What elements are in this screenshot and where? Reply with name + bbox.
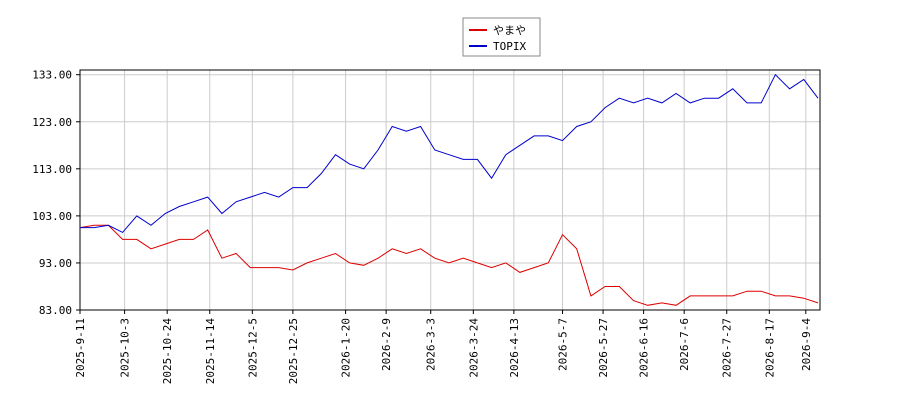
y-tick-label: 123.00	[32, 116, 72, 129]
x-tick-label: 2025-10-3	[119, 318, 132, 378]
x-tick-label: 2026-4-13	[508, 318, 521, 378]
y-tick-label: 83.00	[39, 304, 72, 317]
series-line	[80, 73, 819, 234]
y-tick-label: 133.00	[32, 69, 72, 82]
y-tick-label: 113.00	[32, 163, 72, 176]
x-tick-label: 2026-7-27	[721, 318, 734, 378]
x-tick-label: 2026-5-7	[557, 318, 570, 371]
x-tick-label: 2026-9-4	[800, 318, 813, 371]
x-tick-label: 2026-7-6	[678, 318, 691, 371]
x-tick-label: 2025-12-25	[287, 318, 300, 384]
x-tick-label: 2026-1-20	[340, 318, 353, 378]
series-line	[79, 224, 819, 306]
legend-label: やまや	[493, 24, 526, 37]
legend-box	[462, 17, 541, 57]
plot-frame	[79, 69, 821, 311]
x-tick-label: 2026-2-9	[380, 318, 393, 371]
x-tick-label: 2026-3-3	[425, 318, 438, 371]
y-tick-label: 93.00	[39, 257, 72, 270]
x-tick-label: 2025-11-14	[204, 318, 217, 385]
x-tick-label: 2025-10-24	[161, 318, 174, 385]
x-tick-label: 2026-6-16	[638, 318, 651, 378]
x-tick-label: 2025-9-11	[74, 318, 87, 378]
legend-label: TOPIX	[493, 40, 526, 53]
x-tick-label: 2025-12-5	[246, 318, 259, 378]
y-tick-label: 103.00	[32, 210, 72, 223]
x-tick-label: 2026-5-27	[597, 318, 610, 378]
x-tick-label: 2026-8-17	[763, 318, 776, 378]
x-tick-label: 2026-3-24	[467, 318, 480, 378]
